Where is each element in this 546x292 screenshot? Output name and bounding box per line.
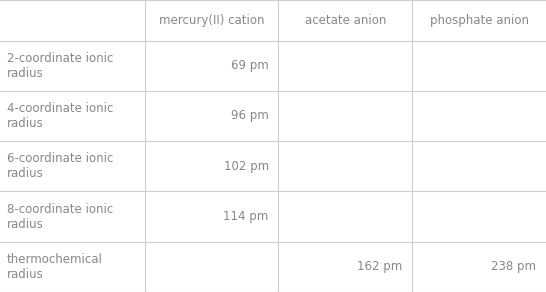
Text: 238 pm: 238 pm [491, 260, 536, 273]
Text: thermochemical
radius: thermochemical radius [7, 253, 103, 281]
Text: 6-coordinate ionic
radius: 6-coordinate ionic radius [7, 152, 113, 180]
Text: 102 pm: 102 pm [223, 160, 269, 173]
Text: phosphate anion: phosphate anion [430, 14, 529, 27]
Text: 114 pm: 114 pm [223, 210, 269, 223]
Text: 96 pm: 96 pm [231, 110, 269, 122]
Text: acetate anion: acetate anion [305, 14, 386, 27]
Text: 4-coordinate ionic
radius: 4-coordinate ionic radius [7, 102, 113, 130]
Text: 162 pm: 162 pm [357, 260, 402, 273]
Text: mercury(II) cation: mercury(II) cation [159, 14, 264, 27]
Text: 69 pm: 69 pm [231, 59, 269, 72]
Text: 8-coordinate ionic
radius: 8-coordinate ionic radius [7, 203, 113, 231]
Text: 2-coordinate ionic
radius: 2-coordinate ionic radius [7, 52, 113, 80]
